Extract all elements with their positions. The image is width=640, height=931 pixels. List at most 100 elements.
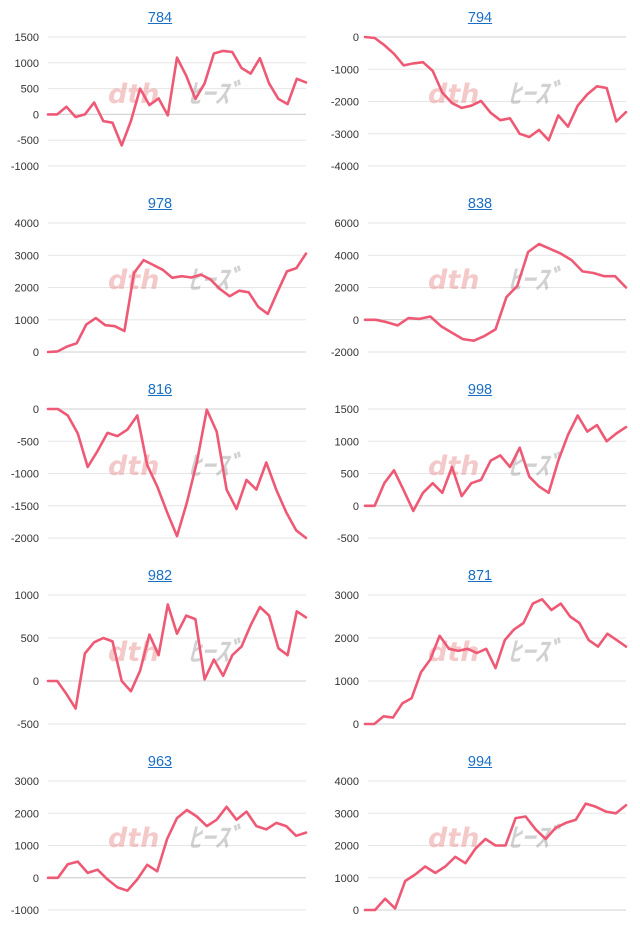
- y-tick-label: 3000: [335, 808, 359, 820]
- y-tick-label: 2000: [15, 808, 39, 820]
- chart-panel-871: 871 0 1000 2000 3000 dth ﾋｰｽﾞ: [320, 558, 640, 744]
- series-line: [46, 805, 308, 892]
- y-tick-label: 1000: [15, 58, 39, 70]
- watermark-left-text: dth: [428, 451, 479, 482]
- y-tick-label: 2000: [335, 841, 359, 853]
- y-tick-label: -500: [337, 533, 359, 545]
- chart-title-link[interactable]: 978: [147, 196, 173, 212]
- series-line: [363, 414, 628, 513]
- y-tick-label: -1000: [11, 161, 39, 173]
- chart-title-link[interactable]: 871: [467, 568, 493, 584]
- y-tick-label: 0: [33, 404, 39, 416]
- watermark-right-text: ﾋｰｽﾞ: [188, 265, 242, 296]
- watermark-left-text: dth: [108, 823, 159, 854]
- y-tick-label: -500: [17, 135, 39, 147]
- y-tick-label: 6000: [335, 218, 359, 230]
- chart-panel-982: 982 -500 0 500 1000 dth ﾋｰｽﾞ: [0, 558, 320, 744]
- chart-plot: -2000 0 2000 4000 6000 dth ﾋｰｽﾞ: [331, 218, 628, 359]
- y-tick-label: 0: [353, 315, 359, 327]
- y-tick-label: 4000: [15, 218, 39, 230]
- y-tick-label: 0: [33, 109, 39, 121]
- chart-panel-838: 838 -2000 0 2000 4000 6000 dth ﾋｰｽﾞ: [320, 186, 640, 372]
- series-line: [46, 49, 308, 147]
- watermark: dth ﾋｰｽﾞ: [108, 637, 242, 668]
- y-tick-label: -2000: [331, 97, 359, 109]
- watermark-left-text: dth: [428, 823, 479, 854]
- watermark: dth ﾋｰｽﾞ: [428, 265, 562, 296]
- chart-panel-998: 998 -500 0 500 1000 1500 dth ﾋｰｽﾞ: [320, 372, 640, 558]
- chart-title-link[interactable]: 784: [147, 10, 173, 26]
- chart-plot: -500 0 500 1000 dth ﾋｰｽﾞ: [15, 590, 308, 731]
- series-line: [363, 242, 628, 342]
- series-line: [363, 802, 628, 912]
- watermark-left-text: dth: [428, 265, 479, 296]
- y-tick-label: 4000: [335, 776, 359, 788]
- watermark: dth ﾋｰｽﾞ: [428, 637, 562, 668]
- chart-title-link[interactable]: 816: [147, 382, 173, 398]
- y-tick-label: 500: [21, 84, 39, 96]
- watermark: dth ﾋｰｽﾞ: [108, 79, 242, 110]
- series-line: [46, 252, 308, 354]
- y-tick-label: 4000: [335, 250, 359, 262]
- watermark: dth ﾋｰｽﾞ: [428, 79, 562, 110]
- y-tick-label: 1000: [335, 873, 359, 885]
- y-tick-label: 2000: [15, 283, 39, 295]
- y-tick-label: -4000: [331, 161, 359, 173]
- y-tick-label: -1000: [11, 905, 39, 917]
- chart-panel-978: 978 0 1000 2000 3000 4000 dth ﾋｰｽﾞ: [0, 186, 320, 372]
- y-tick-label: -500: [17, 719, 39, 731]
- watermark-right-text: ﾋｰｽﾞ: [508, 265, 562, 296]
- watermark: dth ﾋｰｽﾞ: [108, 823, 242, 854]
- y-tick-label: -500: [17, 436, 39, 448]
- watermark-right-text: ﾋｰｽﾞ: [508, 79, 562, 110]
- y-tick-label: 2000: [335, 283, 359, 295]
- y-tick-label: 3000: [15, 776, 39, 788]
- y-tick-label: 0: [33, 873, 39, 885]
- chart-plot: 0 1000 2000 3000 4000 dth ﾋｰｽﾞ: [335, 776, 628, 917]
- chart-title-link[interactable]: 982: [147, 568, 173, 584]
- watermark-right-text: ﾋｰｽﾞ: [188, 823, 242, 854]
- series-line: [363, 597, 628, 726]
- watermark-right-text: ﾋｰｽﾞ: [508, 637, 562, 668]
- watermark: dth ﾋｰｽﾞ: [428, 823, 562, 854]
- y-tick-label: 0: [33, 347, 39, 359]
- y-tick-label: 1000: [335, 676, 359, 688]
- watermark-left-text: dth: [108, 451, 159, 482]
- y-tick-label: -1500: [11, 501, 39, 513]
- y-tick-label: 1000: [15, 590, 39, 602]
- watermark-right-text: ﾋｰｽﾞ: [188, 79, 242, 110]
- y-tick-label: 0: [353, 501, 359, 513]
- chart-panel-816: 816 -2000 -1500 -1000 -500 0 dth ﾋｰｽﾞ: [0, 372, 320, 558]
- chart-plot: -4000 -3000 -2000 -1000 0 dth ﾋｰｽﾞ: [331, 32, 628, 173]
- y-tick-label: -3000: [331, 129, 359, 141]
- y-tick-label: 0: [353, 719, 359, 731]
- y-tick-label: -2000: [331, 347, 359, 359]
- y-tick-label: 500: [341, 469, 359, 481]
- chart-title-link[interactable]: 794: [467, 10, 493, 26]
- chart-title-link[interactable]: 838: [467, 196, 493, 212]
- y-tick-label: 1000: [15, 841, 39, 853]
- y-tick-label: 1000: [335, 436, 359, 448]
- y-tick-label: 3000: [335, 590, 359, 602]
- chart-panel-784: 784 -1000 -500 0 500 1000 1500 dth ﾋｰｽﾞ: [0, 0, 320, 186]
- series-line: [46, 603, 308, 710]
- chart-plot: -1000 -500 0 500 1000 1500 dth ﾋｰｽﾞ: [11, 32, 308, 173]
- y-tick-label: 1500: [15, 32, 39, 44]
- series-line: [46, 407, 308, 540]
- chart-plot: 0 1000 2000 3000 dth ﾋｰｽﾞ: [335, 590, 628, 731]
- chart-title-link[interactable]: 998: [467, 382, 493, 398]
- y-tick-label: 0: [353, 905, 359, 917]
- y-tick-label: 1500: [335, 404, 359, 416]
- chart-title-link[interactable]: 963: [147, 754, 173, 770]
- y-tick-label: 2000: [335, 633, 359, 645]
- y-tick-label: 0: [33, 676, 39, 688]
- chart-panel-994: 994 0 1000 2000 3000 4000 dth ﾋｰｽﾞ: [320, 744, 640, 930]
- watermark-left-text: dth: [428, 637, 479, 668]
- y-tick-label: 3000: [15, 250, 39, 262]
- y-tick-label: 0: [353, 32, 359, 44]
- chart-title-link[interactable]: 994: [467, 754, 493, 770]
